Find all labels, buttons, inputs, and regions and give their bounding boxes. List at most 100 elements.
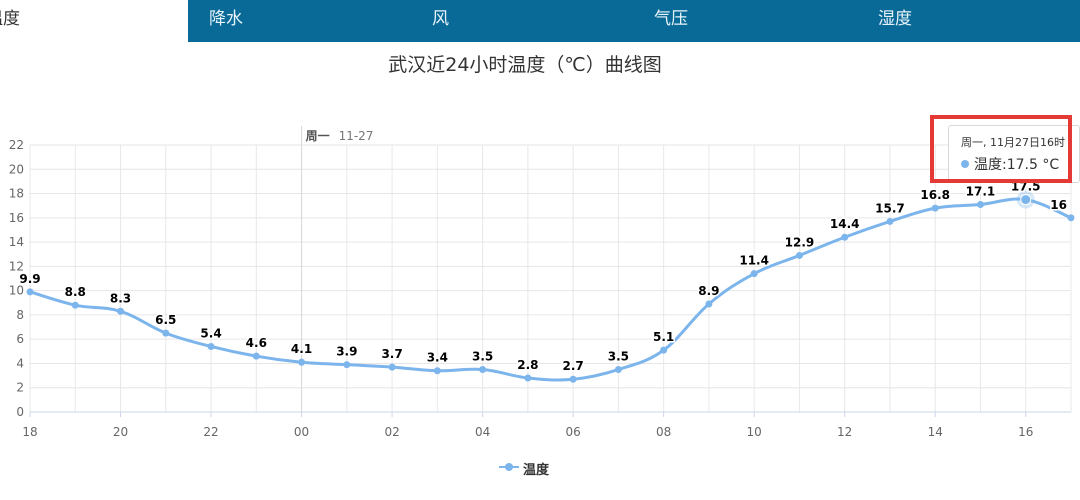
x-tick-label: 22: [203, 425, 218, 439]
data-label: 8.9: [698, 284, 719, 298]
y-tick-label: 14: [9, 235, 24, 249]
data-point: [841, 233, 849, 241]
series-temperature: [26, 190, 1075, 383]
x-tick-label: 04: [475, 425, 490, 439]
data-label: 3.7: [381, 347, 402, 361]
data-label: 3.9: [336, 345, 357, 359]
y-tick-label: 10: [9, 284, 24, 298]
data-label: 17.1: [966, 184, 996, 198]
x-tick-label: 02: [384, 425, 399, 439]
y-tick-label: 4: [16, 356, 24, 370]
data-label: 2.7: [562, 359, 583, 373]
tooltip-header: 周一, 11月27日16时: [961, 136, 1065, 149]
day-marker-date: 11-27: [339, 129, 374, 143]
data-label: 6.5: [155, 313, 176, 327]
data-point: [479, 366, 487, 374]
tooltip-series-label: 温度: [974, 157, 1002, 173]
tab-temperature[interactable]: 温度: [0, 0, 188, 42]
tab-label: 湿度: [878, 9, 912, 29]
data-point: [614, 366, 622, 374]
series-dot-icon: [961, 160, 969, 168]
data-label: 3.5: [608, 350, 629, 364]
data-label: 2.8: [517, 358, 538, 372]
data-point: [931, 204, 939, 212]
tooltip-value-row: 温度:17.5 °C: [961, 154, 1059, 174]
y-tick-label: 6: [16, 332, 24, 346]
data-point: [298, 358, 306, 366]
data-label: 5.1: [653, 330, 674, 344]
data-label: 16: [1050, 198, 1067, 212]
y-tick-label: 12: [9, 259, 24, 273]
data-point: [569, 375, 577, 383]
data-point: [886, 217, 894, 225]
data-label: 11.4: [739, 254, 769, 268]
data-point: [976, 200, 984, 208]
data-label: 8.8: [65, 285, 86, 299]
data-label: 4.6: [246, 336, 267, 350]
grid-lines: [29, 144, 1072, 413]
tooltip-value: 17.5 °C: [1006, 157, 1060, 173]
data-label: 5.4: [200, 326, 221, 340]
x-tick-label: 14: [928, 425, 943, 439]
data-labels: 9.9 8.8 8.3 6.5 5.4 4.6 4.1 3.9 3.7 3.4 3.5 2.8 2.7 3…: [18, 178, 1069, 375]
legend-label: 温度: [523, 463, 550, 478]
data-point: [1067, 214, 1075, 222]
chart-tooltip: 周一, 11月27日16时 温度:17.5 °C: [948, 125, 1080, 183]
x-tick-label: 10: [747, 425, 762, 439]
x-tick-label: 12: [837, 425, 852, 439]
highlight-box: [930, 115, 1072, 183]
data-label: 9.9: [19, 272, 40, 286]
data-label: 4.1: [291, 342, 312, 356]
data-label: 15.7: [875, 201, 905, 215]
chart-title: 武汉近24小时温度（℃）曲线图: [388, 54, 662, 76]
data-point: [117, 307, 125, 315]
data-point: [252, 352, 260, 360]
y-tick-label: 8: [16, 308, 24, 322]
y-tick-label: 0: [16, 405, 24, 419]
data-point: [388, 363, 396, 371]
data-point: [750, 270, 758, 278]
tab-humidity[interactable]: 湿度: [860, 0, 1080, 42]
data-label: 3.5: [472, 350, 493, 364]
x-tick-label: 06: [565, 425, 580, 439]
x-tick-label: 16: [1018, 425, 1033, 439]
data-point: [524, 374, 532, 382]
data-point: [433, 367, 441, 375]
y-tick-label: 18: [9, 187, 24, 201]
data-point: [660, 346, 668, 354]
tab-label: 温度: [0, 9, 20, 29]
data-point: [26, 288, 34, 296]
y-tick-label: 2: [16, 381, 24, 395]
day-marker-weekday: 周一: [306, 129, 330, 143]
data-point: [162, 329, 170, 337]
tooltip-separator: :: [1002, 157, 1007, 173]
data-label: 12.9: [785, 235, 815, 249]
data-point: [207, 342, 215, 350]
x-tick-label: 20: [113, 425, 128, 439]
y-tick-label: 16: [9, 211, 24, 225]
series-line-temperature: [28, 197, 1073, 382]
data-point: [71, 301, 79, 309]
tab-label: 降水: [209, 9, 243, 29]
data-label: 8.3: [110, 291, 131, 305]
y-tick-label: 22: [9, 138, 24, 152]
data-point: [343, 361, 351, 369]
tab-wind[interactable]: 风: [412, 0, 636, 42]
tab-precipitation[interactable]: 降水: [188, 0, 412, 42]
y-tick-label: 20: [9, 162, 24, 176]
data-point: [795, 251, 803, 259]
tab-bar: 温度 降水 风 气压 湿度: [0, 0, 1080, 42]
tab-pressure[interactable]: 气压: [636, 0, 860, 42]
x-tick-label: 00: [294, 425, 309, 439]
tab-label: 气压: [654, 9, 688, 29]
data-label: 3.4: [427, 351, 448, 365]
tab-label: 风: [432, 9, 449, 29]
legend-line-icon: [499, 463, 519, 471]
data-point: [705, 300, 713, 308]
data-point: [1020, 194, 1032, 206]
data-label: 14.4: [830, 217, 860, 231]
x-tick-label: 08: [656, 425, 671, 439]
data-label: 16.8: [920, 188, 950, 202]
